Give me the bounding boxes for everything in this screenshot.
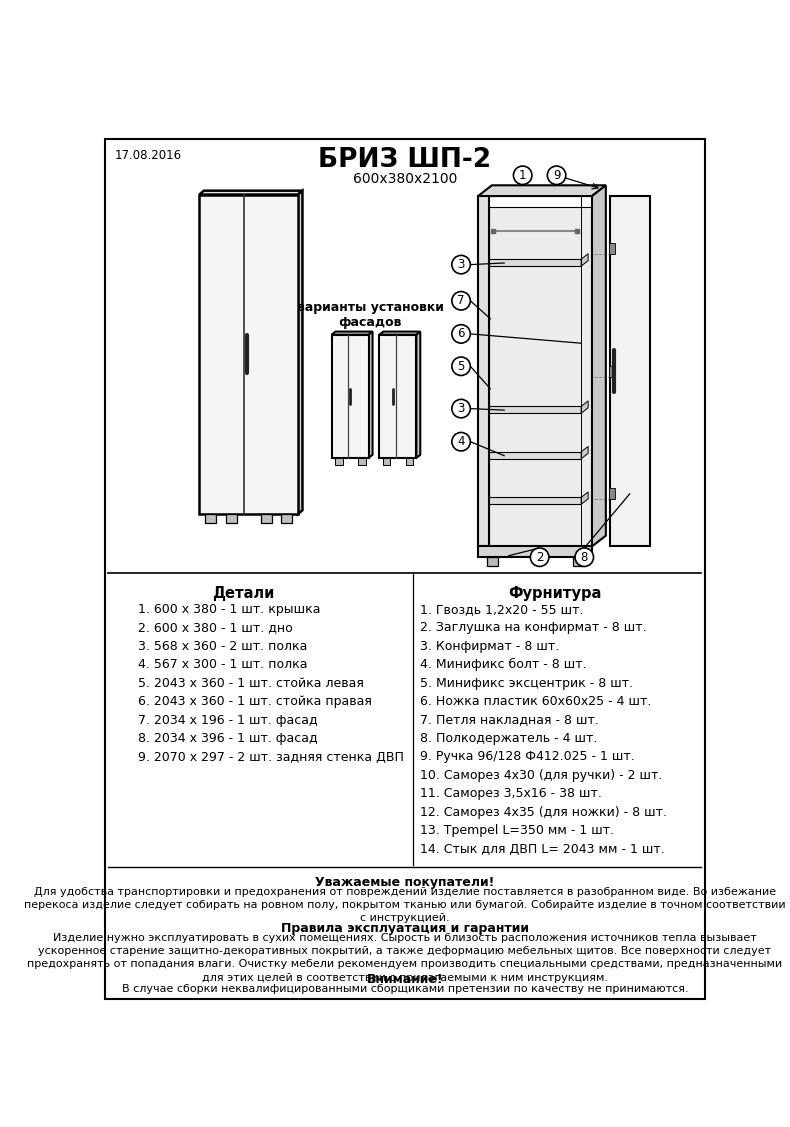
Text: 7. 2034 х 196 - 1 шт. фасад: 7. 2034 х 196 - 1 шт. фасад (137, 713, 318, 727)
Text: 9. Ручка 96/128 Ф412.025 - 1 шт.: 9. Ручка 96/128 Ф412.025 - 1 шт. (420, 751, 635, 763)
Polygon shape (581, 254, 588, 266)
Text: 13. Трempel L=350 мм - 1 шт.: 13. Трempel L=350 мм - 1 шт. (420, 824, 615, 837)
Text: 3: 3 (457, 258, 465, 272)
Polygon shape (369, 331, 373, 458)
Text: 6: 6 (457, 328, 465, 340)
Text: 2. 600 х 380 - 1 шт. дно: 2. 600 х 380 - 1 шт. дно (137, 621, 292, 635)
Text: 11. Саморез 3,5х16 - 38 шт.: 11. Саморез 3,5х16 - 38 шт. (420, 788, 602, 800)
Bar (573, 557, 584, 567)
Bar (489, 259, 581, 266)
Text: 5: 5 (457, 360, 465, 373)
Polygon shape (478, 185, 606, 196)
Text: 4: 4 (457, 435, 465, 449)
Bar (609, 488, 615, 499)
Bar (405, 458, 413, 464)
Bar (261, 514, 272, 523)
Circle shape (452, 433, 470, 451)
Polygon shape (592, 185, 606, 547)
Text: 12. Саморез 4х35 (для ножки) - 8 шт.: 12. Саморез 4х35 (для ножки) - 8 шт. (420, 806, 668, 819)
Circle shape (530, 548, 549, 567)
Circle shape (452, 325, 470, 343)
Text: Детали: Детали (212, 586, 274, 601)
Polygon shape (332, 331, 373, 335)
Circle shape (452, 292, 470, 310)
Text: 1. 600 х 380 - 1 шт. крышка: 1. 600 х 380 - 1 шт. крышка (137, 603, 320, 615)
Bar (226, 514, 237, 523)
Circle shape (547, 166, 566, 185)
Text: 4. 567 х 300 - 1 шт. полка: 4. 567 х 300 - 1 шт. полка (137, 658, 307, 671)
Text: Изделие нужно эксплуатировать в сухих помещениях. Сырость и близость расположени: Изделие нужно эксплуатировать в сухих по… (28, 933, 782, 983)
Text: 8. 2034 х 396 - 1 шт. фасад: 8. 2034 х 396 - 1 шт. фасад (137, 733, 318, 745)
Bar (489, 207, 592, 547)
Polygon shape (199, 190, 303, 195)
Text: 9. 2070 х 297 - 2 шт. задняя стенка ДВП: 9. 2070 х 297 - 2 шт. задняя стенка ДВП (137, 751, 404, 763)
Bar (205, 514, 216, 523)
Text: 2. Заглушка на конфирмат - 8 шт.: 2. Заглушка на конфирмат - 8 шт. (420, 621, 647, 635)
Text: 5. Минификс эксцентрик - 8 шт.: 5. Минификс эксцентрик - 8 шт. (420, 676, 634, 690)
Text: В случае сборки неквалифицированными сборщиками претензии по качеству не принима: В случае сборки неквалифицированными сбо… (122, 984, 688, 994)
Polygon shape (379, 331, 420, 335)
Circle shape (575, 548, 593, 567)
Circle shape (452, 256, 470, 274)
Text: 3. Конфирмат - 8 шт.: 3. Конфирмат - 8 шт. (420, 640, 559, 653)
Polygon shape (581, 492, 588, 504)
Text: 1. Гвоздь 1,2х20 - 55 шт.: 1. Гвоздь 1,2х20 - 55 шт. (420, 603, 584, 615)
Bar (609, 366, 615, 376)
Bar (478, 196, 489, 547)
Text: варианты установки
фасадов: варианты установки фасадов (297, 301, 444, 329)
Bar (609, 243, 615, 254)
Text: 600x380x2100: 600x380x2100 (352, 172, 457, 186)
Text: Уважаемые покупатели!: Уважаемые покупатели! (315, 876, 495, 889)
Circle shape (452, 357, 470, 375)
Polygon shape (416, 331, 420, 458)
Text: 2: 2 (536, 551, 544, 564)
Text: Для удобства транспортировки и предохранения от повреждений изделие поставляется: Для удобства транспортировки и предохран… (24, 887, 786, 923)
Text: БРИЗ ШП-2: БРИЗ ШП-2 (318, 147, 491, 172)
Text: Внимание!: Внимание! (367, 973, 443, 986)
Bar (489, 406, 581, 414)
Text: 6. 2043 х 360 - 1 шт. стойка правая: 6. 2043 х 360 - 1 шт. стойка правая (137, 695, 371, 708)
Text: 5. 2043 х 360 - 1 шт. стойка левая: 5. 2043 х 360 - 1 шт. стойка левая (137, 676, 363, 690)
Text: 8. Полкодержатель - 4 шт.: 8. Полкодержатель - 4 шт. (420, 733, 598, 745)
Bar (489, 497, 581, 504)
Circle shape (452, 399, 470, 418)
Polygon shape (581, 446, 588, 459)
Text: 10. Саморез 4х30 (для ручки) - 2 шт.: 10. Саморез 4х30 (для ручки) - 2 шт. (420, 769, 663, 782)
Text: 7: 7 (457, 294, 465, 308)
Text: 7. Петля накладная - 8 шт.: 7. Петля накладная - 8 шт. (420, 713, 599, 727)
Text: 14. Стык для ДВП L= 2043 мм - 1 шт.: 14. Стык для ДВП L= 2043 мм - 1 шт. (420, 843, 665, 855)
Bar (332, 335, 369, 458)
Bar (199, 195, 298, 514)
Polygon shape (298, 190, 303, 514)
Bar (478, 547, 592, 557)
Text: 4. Минификс болт - 8 шт.: 4. Минификс болт - 8 шт. (420, 658, 587, 672)
Bar (382, 458, 390, 464)
Text: 1: 1 (519, 169, 526, 181)
Bar (489, 452, 581, 459)
Bar (358, 458, 366, 464)
Polygon shape (581, 401, 588, 414)
Bar (281, 514, 292, 523)
Text: Правила эксплуатация и гарантии: Правила эксплуатация и гарантии (281, 922, 529, 935)
Text: 9: 9 (553, 169, 560, 181)
Text: 6. Ножка пластик 60х60х25 - 4 шт.: 6. Ножка пластик 60х60х25 - 4 шт. (420, 695, 652, 708)
Text: 8: 8 (581, 551, 588, 564)
Bar (379, 335, 416, 458)
Bar (335, 458, 343, 464)
Text: Фурнитура: Фурнитура (508, 586, 602, 601)
Text: 3: 3 (457, 402, 465, 415)
Text: 3. 568 х 360 - 2 шт. полка: 3. 568 х 360 - 2 шт. полка (137, 640, 307, 653)
Bar (487, 557, 498, 567)
Text: 17.08.2016: 17.08.2016 (115, 149, 182, 162)
Circle shape (514, 166, 532, 185)
Bar (610, 196, 649, 547)
